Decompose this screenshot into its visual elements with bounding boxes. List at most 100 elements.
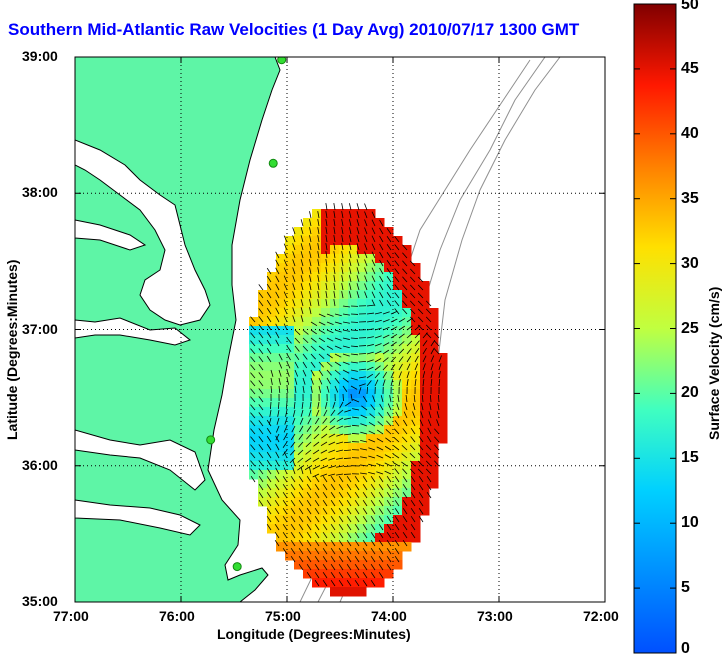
velocity-arrow xyxy=(382,342,390,347)
velocity-arrow xyxy=(378,412,384,419)
velocity-cell xyxy=(285,434,295,444)
velocity-arrow xyxy=(270,377,273,385)
velocity-arrow xyxy=(354,531,360,539)
velocity-arrow xyxy=(292,299,296,307)
velocity-arrow xyxy=(258,300,264,307)
velocity-arrow xyxy=(402,428,408,435)
velocity-cell xyxy=(267,371,277,381)
velocity-cell xyxy=(330,389,340,399)
velocity-cell xyxy=(375,227,385,237)
velocity-arrow xyxy=(317,211,320,219)
velocity-cell xyxy=(375,263,385,273)
velocity-arrow xyxy=(275,331,280,339)
velocity-arrow xyxy=(366,344,374,347)
velocity-arrow xyxy=(368,447,376,451)
velocity-cell xyxy=(276,263,286,273)
velocity-arrow xyxy=(292,283,296,291)
velocity-arrow xyxy=(394,428,400,435)
velocity-arrow xyxy=(374,319,382,323)
velocity-cell xyxy=(366,209,376,219)
velocity-arrow xyxy=(298,555,304,563)
velocity-arrow xyxy=(278,361,283,369)
velocity-arrow xyxy=(358,368,366,371)
velocity-arrow xyxy=(283,467,288,475)
velocity-cell xyxy=(267,308,277,318)
velocity-cell xyxy=(357,227,367,237)
velocity-cell xyxy=(312,443,322,453)
velocity-arrow xyxy=(354,563,360,571)
velocity-cell xyxy=(411,353,421,363)
velocity-cell xyxy=(348,443,358,453)
velocity-arrow xyxy=(342,361,350,365)
velocity-cell xyxy=(429,317,439,327)
velocity-cell xyxy=(249,326,259,336)
velocity-vectors xyxy=(250,203,442,587)
velocity-arrow xyxy=(302,377,306,385)
velocity-cell xyxy=(348,290,358,300)
velocity-cell xyxy=(312,416,322,426)
velocity-arrow xyxy=(356,243,360,251)
velocity-cell xyxy=(348,524,358,534)
velocity-arrow xyxy=(371,283,376,291)
velocity-cell xyxy=(357,272,367,282)
colorbar-tick-label: 25 xyxy=(681,319,699,337)
velocity-arrow xyxy=(322,531,328,539)
velocity-cell xyxy=(303,290,313,300)
velocity-arrow xyxy=(346,483,352,491)
velocity-cell xyxy=(321,416,331,426)
velocity-arrow xyxy=(314,417,320,425)
velocity-cell xyxy=(348,560,358,570)
velocity-arrow xyxy=(386,235,392,243)
velocity-arrow xyxy=(425,332,432,339)
velocity-arrow xyxy=(374,379,379,387)
velocity-arrow xyxy=(326,385,330,393)
velocity-arrow xyxy=(274,475,280,483)
velocity-cell xyxy=(294,389,304,399)
velocity-cell xyxy=(303,470,313,480)
velocity-cell xyxy=(420,443,430,453)
velocity-arrow xyxy=(283,259,288,267)
velocity-cell xyxy=(249,470,259,480)
velocity-cell xyxy=(366,245,376,255)
velocity-cell xyxy=(420,461,430,471)
velocity-cell xyxy=(384,416,394,426)
velocity-cell xyxy=(321,371,331,381)
velocity-arrow xyxy=(258,364,264,371)
velocity-cell xyxy=(285,299,295,309)
velocity-cell xyxy=(366,335,376,345)
velocity-arrow xyxy=(364,243,368,251)
velocity-cell xyxy=(285,344,295,354)
velocity-cell xyxy=(357,434,367,444)
velocity-cell xyxy=(258,344,268,354)
velocity-cell xyxy=(438,362,448,372)
velocity-arrow xyxy=(306,491,312,499)
velocity-cell xyxy=(339,551,349,561)
velocity-cell xyxy=(348,497,358,507)
velocity-cell xyxy=(366,389,376,399)
velocity-arrow xyxy=(398,348,405,355)
velocity-arrow xyxy=(366,366,374,371)
velocity-arrow xyxy=(394,268,400,275)
velocity-arrow xyxy=(290,441,296,448)
velocity-cell xyxy=(375,434,385,444)
velocity-cell xyxy=(321,335,331,345)
velocity-cell xyxy=(429,380,439,390)
velocity-arrow xyxy=(354,499,360,507)
velocity-cell xyxy=(267,353,277,363)
velocity-arrow xyxy=(314,507,320,515)
velocity-arrow xyxy=(318,313,326,318)
velocity-cell xyxy=(285,290,295,300)
velocity-arrow xyxy=(398,363,403,371)
velocity-cell xyxy=(384,272,394,282)
velocity-cell xyxy=(303,335,313,345)
velocity-cell xyxy=(294,371,304,381)
velocity-arrow xyxy=(370,523,376,531)
velocity-cell xyxy=(330,353,340,363)
velocity-arrow xyxy=(338,491,344,499)
velocity-arrow xyxy=(322,523,328,531)
velocity-arrow xyxy=(266,475,272,483)
velocity-cell xyxy=(285,479,295,489)
velocity-cell xyxy=(267,380,277,390)
velocity-cell xyxy=(411,425,421,435)
velocity-arrow xyxy=(250,348,256,355)
